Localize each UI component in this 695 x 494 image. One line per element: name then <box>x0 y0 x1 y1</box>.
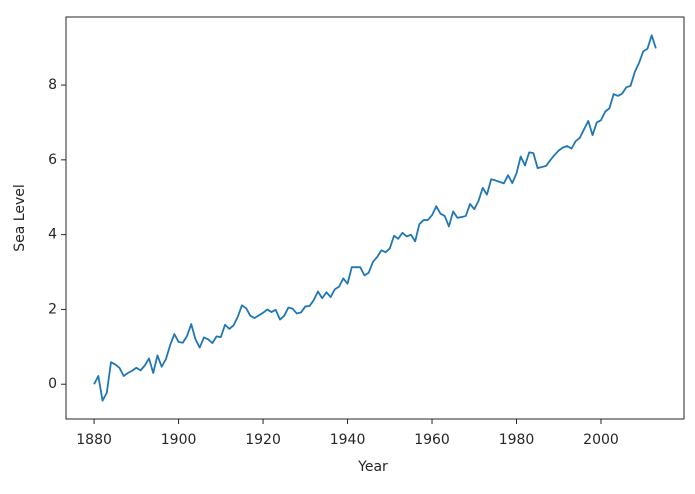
plot-frame <box>65 16 685 420</box>
x-tick-label: 1900 <box>161 432 197 448</box>
x-axis-label: Year <box>357 459 388 475</box>
x-tick-label: 2000 <box>583 432 619 448</box>
y-tick-label: 2 <box>48 301 57 317</box>
x-tick-label: 1920 <box>245 432 281 448</box>
x-tick-label: 1980 <box>499 432 535 448</box>
y-tick-label: 6 <box>48 152 57 168</box>
x-tick-label: 1880 <box>76 432 112 448</box>
y-tick-label: 8 <box>48 77 57 93</box>
y-tick-label: 4 <box>48 227 57 243</box>
y-axis-label: Sea Level <box>12 184 28 251</box>
x-tick-label: 1960 <box>414 432 450 448</box>
x-tick-label: 1940 <box>330 432 366 448</box>
y-tick-label: 0 <box>48 376 57 392</box>
data-line <box>93 34 657 402</box>
